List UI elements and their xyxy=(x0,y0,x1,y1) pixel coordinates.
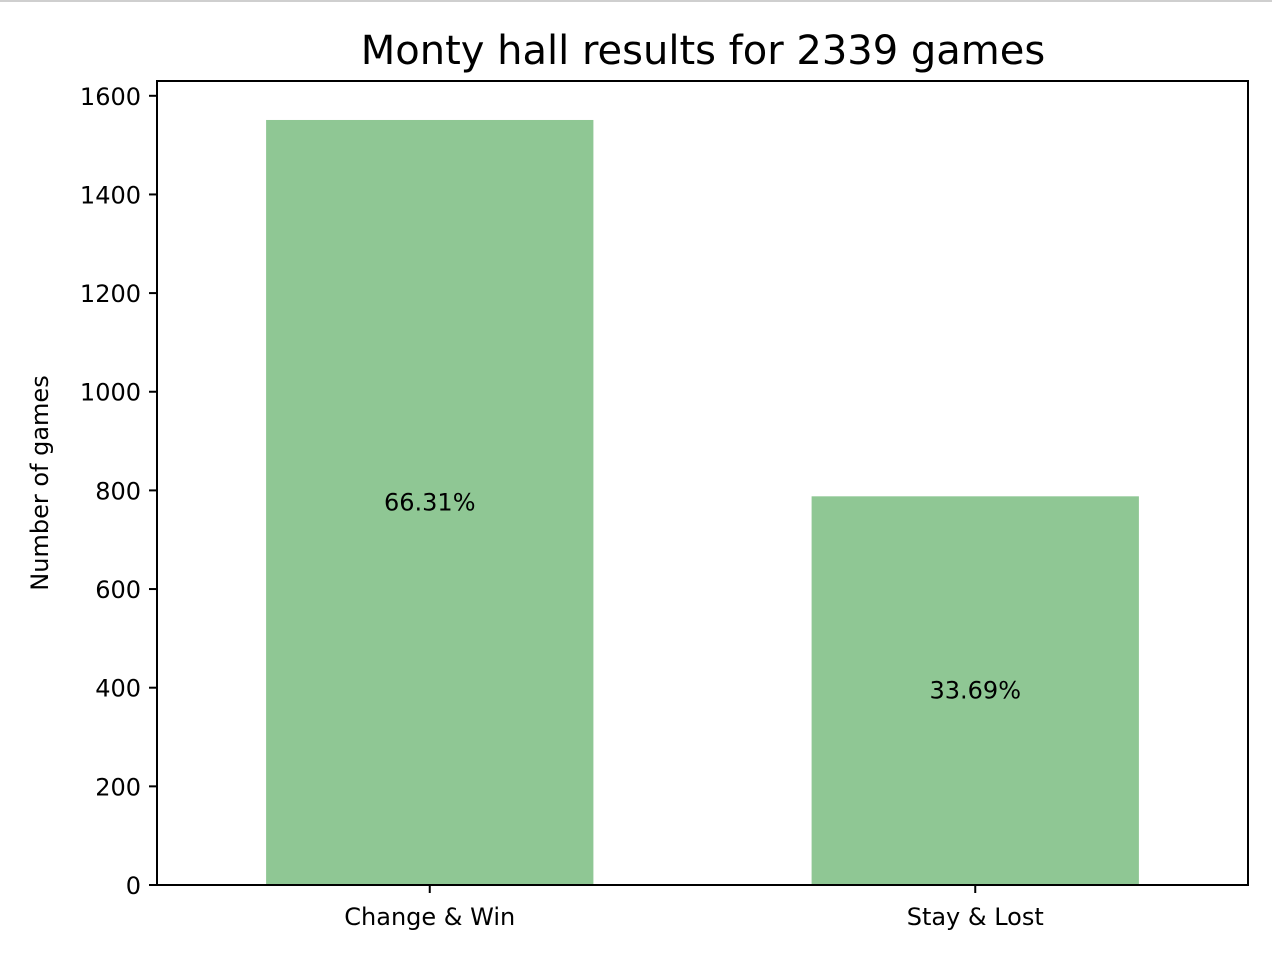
data-labels-group: 66.31% 33.69% xyxy=(384,488,1021,704)
bars-group xyxy=(266,119,1139,886)
y-tick-label-2: 400 xyxy=(95,675,141,703)
y-tick-label-4: 800 xyxy=(95,477,141,505)
y-tick-label-0: 0 xyxy=(126,872,141,900)
chart-title: Monty hall results for 2339 games xyxy=(361,28,1045,74)
x-ticks-group: Change & Win Stay & Lost xyxy=(344,885,1044,931)
data-label-1: 33.69% xyxy=(929,677,1021,705)
y-tick-label-3: 600 xyxy=(95,576,141,604)
y-tick-label-7: 1400 xyxy=(80,181,141,209)
bar-1 xyxy=(811,496,1139,885)
y-tick-label-8: 1600 xyxy=(80,83,141,111)
data-label-0: 66.31% xyxy=(384,488,476,516)
y-axis-label: Number of games xyxy=(26,375,54,590)
bar-0 xyxy=(266,119,594,886)
top-border xyxy=(0,0,1272,2)
y-tick-label-1: 200 xyxy=(95,773,141,801)
y-tick-label-6: 1200 xyxy=(80,280,141,308)
y-tick-label-5: 1000 xyxy=(80,379,141,407)
plot-frame xyxy=(156,80,1249,886)
x-tick-label-0: Change & Win xyxy=(344,903,515,931)
y-ticks-group: 0 200 400 600 800 1000 1200 1400 1600 xyxy=(80,83,157,900)
x-tick-label-1: Stay & Lost xyxy=(907,903,1044,931)
